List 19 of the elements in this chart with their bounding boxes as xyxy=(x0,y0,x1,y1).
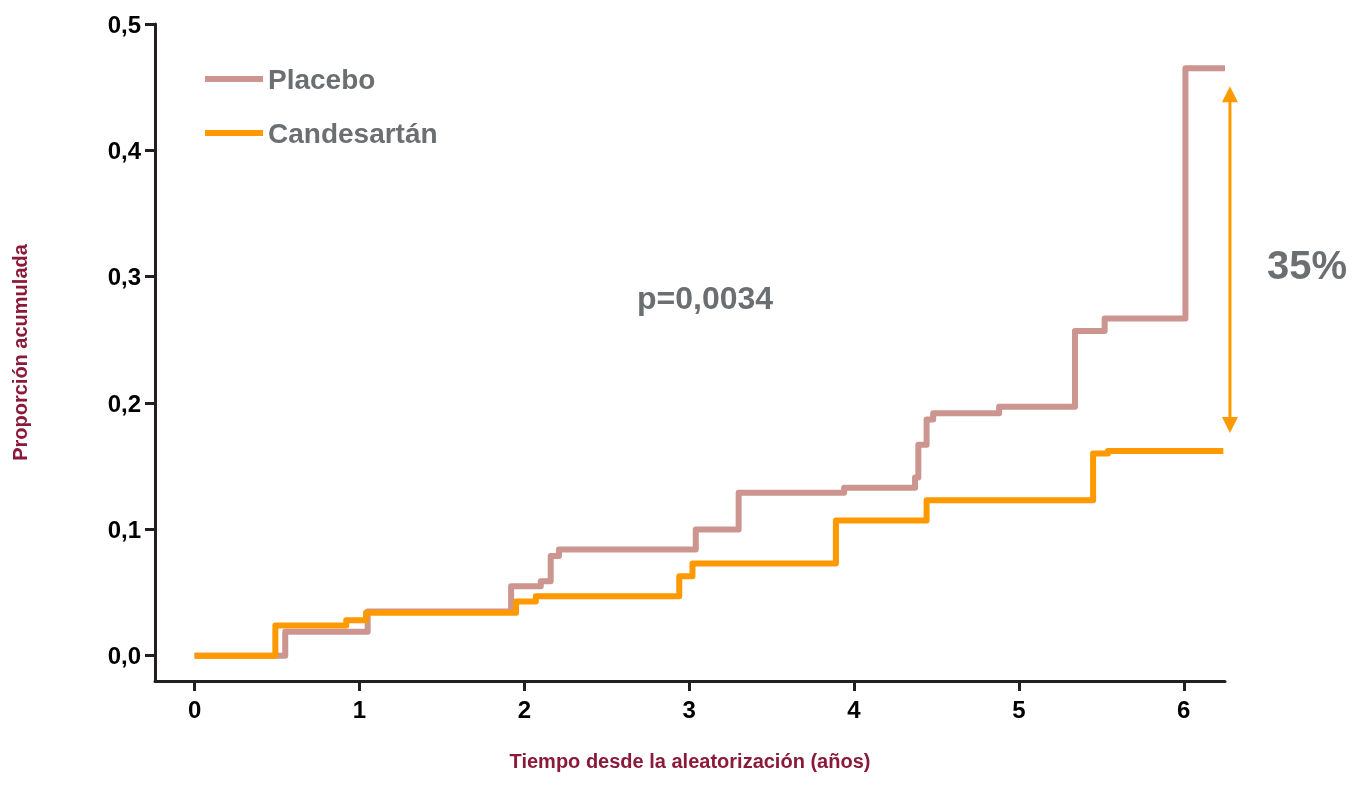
y-tick-label: 0,1 xyxy=(107,515,141,543)
y-tick-label: 0,5 xyxy=(107,10,141,38)
y-axis-title: Proporción acumulada xyxy=(9,243,31,461)
y-tick-label: 0,2 xyxy=(107,389,141,417)
legend-label: Placebo xyxy=(268,63,376,95)
x-tick-label: 2 xyxy=(517,695,531,723)
legend-label: Candesartán xyxy=(268,117,438,149)
x-tick-label: 3 xyxy=(682,695,696,723)
y-tick-label: 0,3 xyxy=(107,263,141,291)
y-tick-label: 0,0 xyxy=(107,642,141,670)
x-tick-label: 4 xyxy=(847,695,862,723)
x-tick-label: 6 xyxy=(1177,695,1191,723)
annotation: p=0,0034 xyxy=(636,280,774,316)
x-tick-label: 5 xyxy=(1012,695,1026,723)
x-tick-label: 1 xyxy=(352,695,367,723)
x-tick-label: 0 xyxy=(187,695,202,723)
x-axis-title: Tiempo desde la aleatorización (años) xyxy=(509,750,871,772)
y-tick-label: 0,4 xyxy=(107,136,142,164)
text: 35% xyxy=(1266,243,1348,287)
